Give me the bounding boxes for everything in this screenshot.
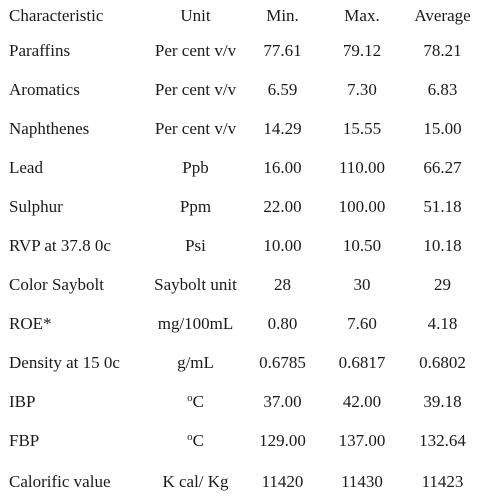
cell-max: 137.00 (338, 431, 386, 450)
table-row: Sulphur Ppm 22.00 100.00 51.18 (0, 187, 483, 226)
cell-average: 6.83 (427, 80, 458, 99)
cell-average: 66.27 (423, 158, 462, 177)
header-unit: Unit (180, 6, 211, 25)
table-row: Aromatics Per cent v/v 6.59 7.30 6.83 (0, 70, 483, 109)
cell-max: 15.55 (342, 119, 382, 138)
table-header-row: Characteristic Unit Min. Max. Average (0, 0, 483, 31)
cell-average: 39.18 (423, 392, 462, 411)
unit-letter: C (192, 431, 204, 450)
cell-characteristic: Aromatics (9, 80, 80, 99)
cell-characteristic: Calorific value (9, 472, 111, 491)
table-row: Color Saybolt Saybolt unit 28 30 29 (0, 265, 483, 304)
cell-max: 10.50 (342, 236, 382, 255)
cell-max: 42.00 (342, 392, 382, 411)
cell-characteristic: Paraffins (9, 41, 71, 60)
table-row: RVP at 37.8 0c Psi 10.00 10.50 10.18 (0, 226, 483, 265)
cell-average: 0.6802 (419, 353, 466, 372)
table-row: FBP oC 129.00 137.00 132.64 (0, 421, 483, 460)
cell-min: 16.00 (263, 158, 302, 177)
cell-max: 79.12 (342, 41, 382, 60)
table-row: Paraffins Per cent v/v 77.61 79.12 78.21 (0, 31, 483, 70)
cell-max: 7.60 (347, 314, 377, 333)
cell-min: 11420 (261, 472, 304, 491)
cell-min: 37.00 (263, 392, 302, 411)
cell-average: 29 (434, 275, 451, 294)
table-row: IBP oC 37.00 42.00 39.18 (0, 382, 483, 421)
cell-min: 6.59 (267, 80, 298, 99)
cell-unit: Per cent v/v (154, 41, 237, 60)
cell-average: 51.18 (423, 197, 462, 216)
cell-characteristic: RVP at 37.8 0c (9, 236, 111, 255)
cell-characteristic: Naphthenes (9, 119, 90, 138)
cell-unit: K cal/ Kg (162, 472, 229, 491)
cell-unit: oC (140, 382, 243, 421)
cell-characteristic: FBP (9, 431, 40, 450)
cell-min: 22.00 (263, 197, 302, 216)
cell-min: 10.00 (263, 236, 302, 255)
cell-average: 4.18 (427, 314, 458, 333)
cell-max: 11430 (341, 472, 383, 491)
cell-characteristic: Lead (9, 158, 43, 177)
table-row: Lead Ppb 16.00 110.00 66.27 (0, 148, 483, 187)
cell-unit: Ppb (182, 158, 209, 177)
cell-max: 110.00 (338, 158, 386, 177)
cell-unit: Per cent v/v (154, 80, 237, 99)
cell-min: 77.61 (263, 41, 302, 60)
table-row: Density at 15 0c g/mL 0.6785 0.6817 0.68… (0, 343, 483, 382)
cell-min: 28 (274, 275, 291, 294)
cell-min: 14.29 (263, 119, 302, 138)
table-row: Naphthenes Per cent v/v 14.29 15.55 15.0… (0, 109, 483, 148)
degree-symbol: o (187, 431, 193, 443)
cell-characteristic: ROE* (9, 314, 52, 333)
cell-max: 7.30 (347, 80, 377, 99)
table-row: Calorific value K cal/ Kg 11420 11430 11… (0, 460, 483, 503)
cell-unit: g/mL (177, 353, 214, 372)
cell-min: 0.80 (267, 314, 298, 333)
cell-unit: Psi (185, 236, 206, 255)
cell-average: 10.18 (423, 236, 462, 255)
header-max: Max. (344, 6, 380, 25)
cell-characteristic: Color Saybolt (9, 275, 104, 294)
cell-unit: mg/100mL (157, 314, 234, 333)
unit-letter: C (192, 392, 204, 411)
cell-unit: Ppm (179, 197, 212, 216)
header-characteristic: Characteristic (9, 6, 104, 25)
cell-max: 0.6817 (338, 353, 386, 372)
cell-max: 30 (353, 275, 371, 294)
table-row: ROE* mg/100mL 0.80 7.60 4.18 (0, 304, 483, 343)
cell-unit: Per cent v/v (154, 119, 237, 138)
cell-unit: oC (140, 421, 243, 460)
cell-characteristic: IBP (9, 392, 36, 411)
header-min: Min. (266, 6, 299, 25)
cell-characteristic: Sulphur (9, 197, 63, 216)
degree-symbol: o (187, 392, 193, 404)
cell-min: 129.00 (259, 431, 306, 450)
cell-min: 0.6785 (259, 353, 306, 372)
cell-unit: Saybolt unit (154, 275, 237, 294)
cell-characteristic: Density at 15 0c (9, 353, 120, 372)
cell-average: 15.00 (423, 119, 462, 138)
header-average: Average (414, 6, 471, 25)
cell-average: 78.21 (423, 41, 462, 60)
cell-max: 100.00 (338, 197, 386, 216)
cell-average: 11423 (421, 472, 464, 491)
cell-average: 132.64 (419, 431, 466, 450)
